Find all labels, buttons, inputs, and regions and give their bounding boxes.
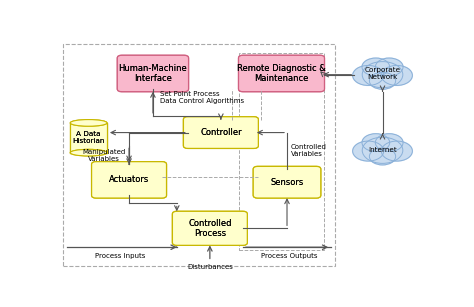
Text: Controlled
Variables: Controlled Variables <box>291 144 327 157</box>
Circle shape <box>362 62 403 88</box>
Circle shape <box>353 65 384 85</box>
Text: Controlled
Process: Controlled Process <box>188 219 232 238</box>
Ellipse shape <box>70 119 107 126</box>
Text: Actuators: Actuators <box>109 175 149 185</box>
Text: Human-Machine
Interface: Human-Machine Interface <box>118 64 187 83</box>
Text: Human-Machine
Interface: Human-Machine Interface <box>118 64 187 83</box>
FancyBboxPatch shape <box>183 117 258 148</box>
Text: Process Outputs: Process Outputs <box>261 253 317 259</box>
Text: Actuators: Actuators <box>109 175 149 185</box>
Bar <box>63 44 335 266</box>
Text: Process Inputs: Process Inputs <box>95 253 145 259</box>
FancyBboxPatch shape <box>117 55 189 92</box>
Ellipse shape <box>70 150 107 156</box>
Circle shape <box>362 134 390 152</box>
FancyBboxPatch shape <box>91 162 166 198</box>
Text: Sensors: Sensors <box>270 178 304 187</box>
Circle shape <box>369 72 396 89</box>
Circle shape <box>375 58 403 76</box>
Ellipse shape <box>70 150 107 156</box>
Circle shape <box>362 137 403 163</box>
Bar <box>70 123 107 153</box>
Circle shape <box>375 134 403 152</box>
Text: Internet: Internet <box>368 146 397 153</box>
Ellipse shape <box>70 119 107 126</box>
Circle shape <box>381 141 412 161</box>
FancyBboxPatch shape <box>117 55 189 92</box>
Text: Set Point Process
Data Control Algorithms: Set Point Process Data Control Algorithm… <box>160 91 245 104</box>
Text: Remote Diagnostic &
Maintenance: Remote Diagnostic & Maintenance <box>237 64 326 83</box>
Circle shape <box>369 148 396 165</box>
Text: Remote Diagnostic &
Maintenance: Remote Diagnostic & Maintenance <box>237 64 326 83</box>
FancyBboxPatch shape <box>91 162 166 198</box>
Text: Controller: Controller <box>200 128 242 137</box>
Text: Corporate
Network: Corporate Network <box>365 68 401 80</box>
FancyBboxPatch shape <box>173 211 247 245</box>
FancyBboxPatch shape <box>183 117 258 148</box>
Text: A Data
Historian: A Data Historian <box>73 131 105 144</box>
Circle shape <box>362 58 390 76</box>
Circle shape <box>353 141 384 161</box>
Text: Disturbances: Disturbances <box>187 264 233 270</box>
Bar <box>239 53 324 250</box>
FancyBboxPatch shape <box>238 55 325 92</box>
Text: A Data
Historian: A Data Historian <box>73 131 105 144</box>
Text: Controlled
Process: Controlled Process <box>188 219 232 238</box>
Bar <box>70 123 107 153</box>
Circle shape <box>381 65 412 85</box>
FancyBboxPatch shape <box>173 211 247 245</box>
FancyBboxPatch shape <box>238 55 325 92</box>
Text: Sensors: Sensors <box>270 178 304 187</box>
Text: Manipulated
Variables: Manipulated Variables <box>82 149 125 161</box>
FancyBboxPatch shape <box>253 166 321 198</box>
Text: Controller: Controller <box>200 128 242 137</box>
FancyBboxPatch shape <box>253 166 321 198</box>
